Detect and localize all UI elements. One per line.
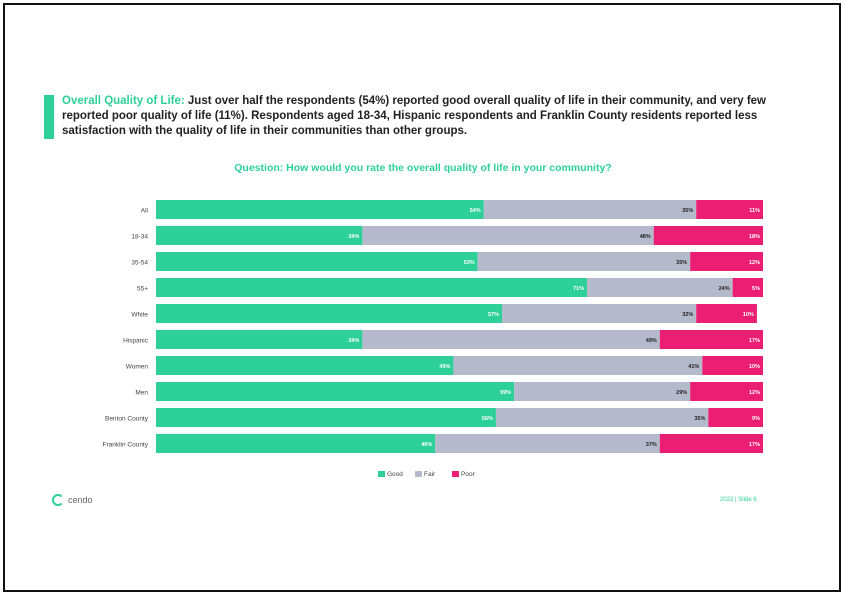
bar-fair: [362, 226, 654, 245]
data-label: 71%: [573, 286, 584, 292]
data-label: 18%: [749, 234, 760, 240]
data-label: 54%: [470, 208, 481, 214]
data-label: 49%: [646, 338, 657, 344]
data-label: 34%: [348, 338, 359, 344]
bar-good: [156, 330, 363, 349]
question-title: Question: How would you rate the overall…: [234, 162, 612, 174]
category-label: 55+: [137, 286, 148, 293]
logo-icon: [52, 494, 64, 506]
data-label: 5%: [752, 286, 760, 292]
data-label: 48%: [640, 234, 651, 240]
bar-poor: [732, 278, 763, 297]
bar-good: [156, 200, 484, 219]
logo-text: cendo: [68, 495, 93, 505]
bar-fair: [477, 252, 691, 271]
logo: cendo: [52, 494, 93, 506]
bar-fair: [483, 200, 697, 219]
data-label: 46%: [421, 442, 432, 448]
intro-lead: Overall Quality of Life:: [62, 95, 185, 107]
data-label: 35%: [682, 208, 693, 214]
data-label: 34%: [348, 234, 359, 240]
category-label: Benton County: [105, 416, 149, 423]
category-label: Men: [135, 390, 148, 397]
bar-fair: [362, 330, 660, 349]
bar-fair: [501, 304, 697, 323]
data-label: 29%: [676, 390, 687, 396]
stacked-bar-chart: All 54% 35% 11% 18-34 34% 48% 18% 35-54 53% 35% 12%…: [102, 200, 763, 478]
bar-good: [156, 408, 496, 427]
bar-good: [156, 252, 478, 271]
bar-good: [156, 304, 502, 323]
bar-good: [156, 434, 436, 453]
page-number: 2022 | Slide 6: [720, 497, 757, 503]
data-label: 56%: [482, 416, 493, 422]
bar-good: [156, 226, 363, 245]
bar-good: [156, 278, 587, 297]
legend-label: Fair: [424, 471, 436, 478]
bar-poor: [696, 200, 763, 219]
data-label: 35%: [694, 416, 705, 422]
bar-good: [156, 382, 515, 401]
bar-fair: [586, 278, 733, 297]
bar-poor: [690, 252, 763, 271]
bar-fair: [435, 434, 660, 453]
data-label: 57%: [488, 312, 499, 318]
bar-poor: [708, 408, 763, 427]
intro-text: Overall Quality of Life: Just over half …: [62, 94, 792, 139]
data-label: 53%: [464, 260, 475, 266]
data-label: 17%: [749, 338, 760, 344]
legend-swatch-fair: [415, 471, 422, 477]
category-label: 18-34: [131, 234, 148, 241]
data-label: 49%: [439, 364, 450, 370]
category-label: Franklin County: [102, 442, 148, 449]
data-label: 35%: [676, 260, 687, 266]
data-label: 17%: [749, 442, 760, 448]
bar-poor: [653, 226, 763, 245]
bar-fair: [514, 382, 691, 401]
data-label: 37%: [646, 442, 657, 448]
bar-poor: [702, 356, 763, 375]
bar-fair: [453, 356, 703, 375]
intro-body: Just over half the respondents (54%) rep…: [62, 95, 766, 137]
category-label: Women: [126, 364, 149, 371]
bar-poor: [659, 330, 763, 349]
bar-poor: [659, 434, 763, 453]
data-label: 9%: [752, 416, 760, 422]
legend-label: Poor: [461, 471, 476, 478]
category-label: White: [131, 312, 148, 319]
data-label: 24%: [719, 286, 730, 292]
bar-poor: [690, 382, 763, 401]
category-label: Hispanic: [123, 338, 149, 345]
data-label: 12%: [749, 390, 760, 396]
bar-poor: [696, 304, 757, 323]
bar-fair: [495, 408, 709, 427]
accent-bar: [44, 95, 54, 139]
data-label: 10%: [749, 364, 760, 370]
bar-good: [156, 356, 454, 375]
category-label: All: [141, 208, 149, 215]
data-label: 41%: [688, 364, 699, 370]
data-label: 10%: [743, 312, 754, 318]
legend-swatch-good: [378, 471, 385, 477]
data-label: 32%: [682, 312, 693, 318]
category-label: 35-54: [131, 260, 148, 267]
data-label: 59%: [500, 390, 511, 396]
data-label: 12%: [749, 260, 760, 266]
legend-swatch-poor: [452, 471, 459, 477]
slide-frame: [3, 3, 841, 592]
legend-label: Good: [387, 471, 403, 478]
data-label: 11%: [749, 208, 760, 214]
